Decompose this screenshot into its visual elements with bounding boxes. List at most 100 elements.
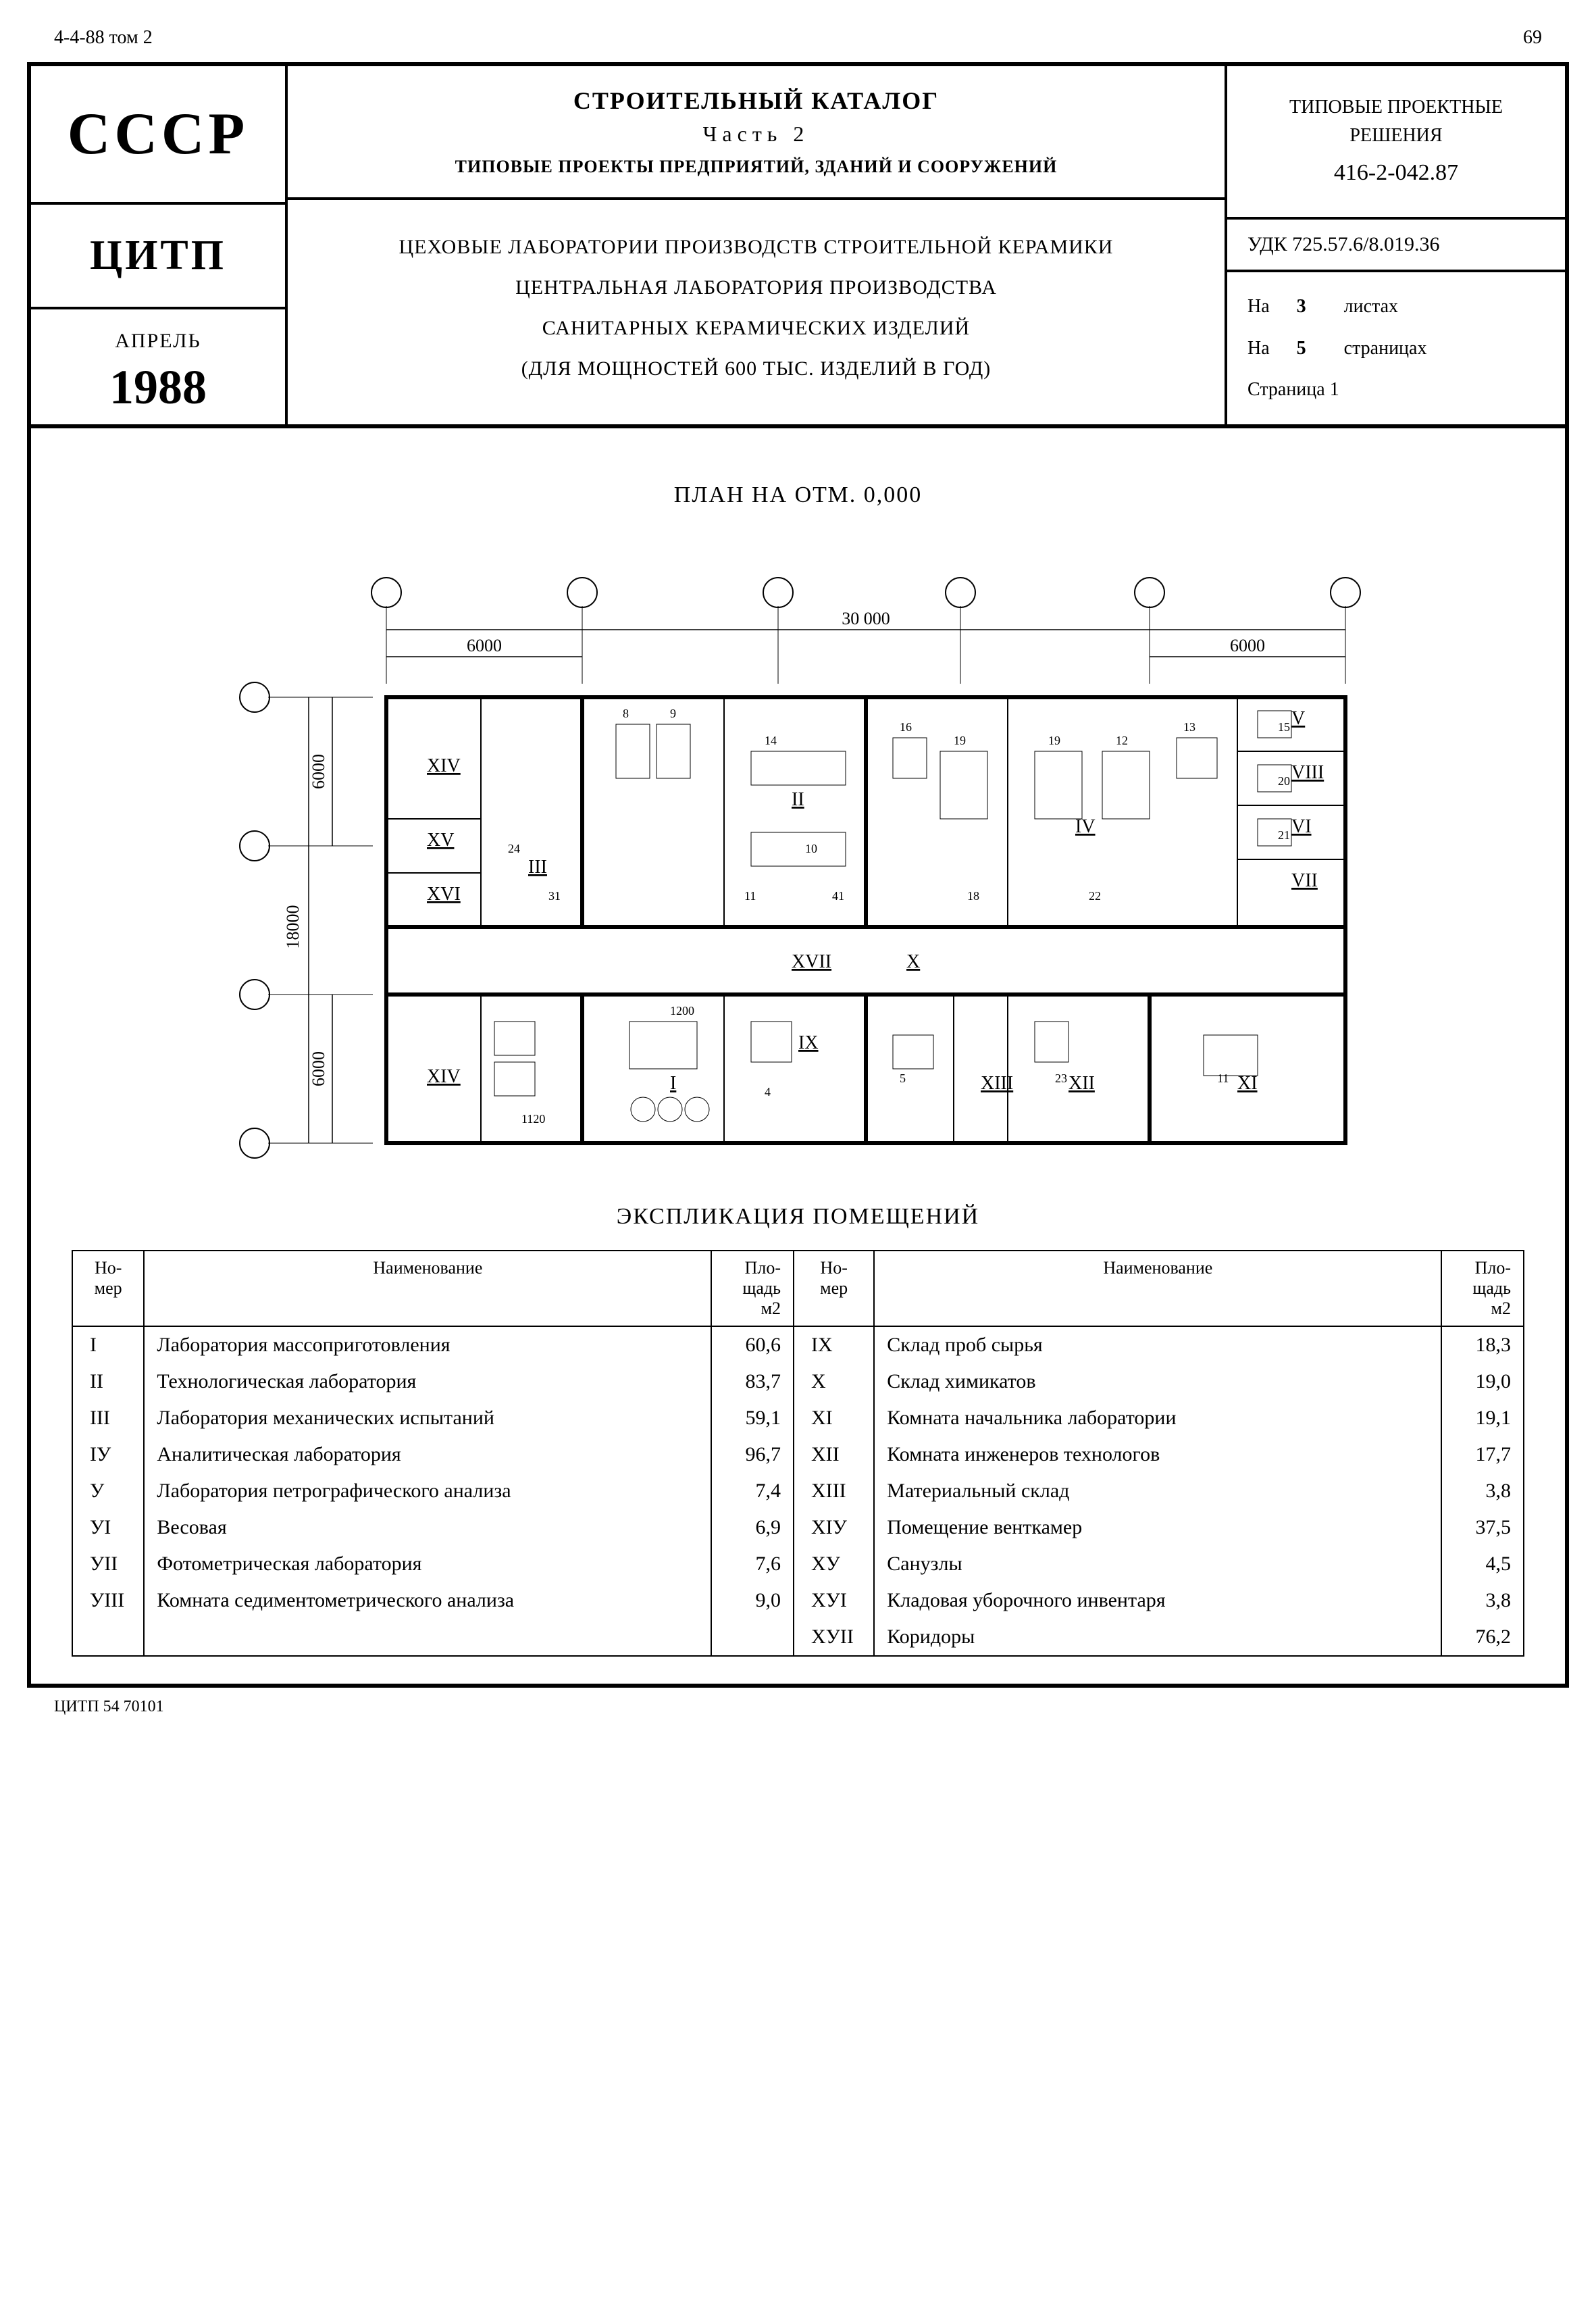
table-row: УIВесовая6,9XIУПомещение венткамер37,5 [72, 1509, 1524, 1546]
cell-num: УI [72, 1509, 144, 1546]
svg-text:Г: Г [249, 688, 259, 707]
row-axes: ГВБА [240, 682, 373, 1158]
cell-area: 60,6 [711, 1326, 794, 1363]
sheets-label: На [1247, 286, 1270, 328]
svg-text:14: 14 [765, 734, 777, 747]
svg-text:VII: VII [1291, 870, 1318, 891]
svg-text:I: I [670, 1073, 676, 1094]
sheets-row: На 3 листах [1247, 286, 1545, 328]
th-num-1: Но- мер [72, 1251, 144, 1326]
svg-text:13: 13 [1183, 720, 1195, 734]
cell-num: ХУ [794, 1546, 874, 1582]
svg-text:VI: VI [1291, 816, 1312, 837]
svg-text:8: 8 [623, 707, 629, 720]
svg-text:12: 12 [1116, 734, 1128, 747]
drawing-area: ПЛАН НА ОТМ. 0,000 123456 ГВБА 30 000 [31, 428, 1565, 1684]
cell-area: 6,9 [711, 1509, 794, 1546]
svg-text:30 000: 30 000 [842, 609, 890, 628]
cell-area: 4,5 [1441, 1546, 1524, 1582]
svg-text:4: 4 [956, 583, 964, 603]
cell-num: ХУII [794, 1619, 874, 1656]
desc-line-4: (ДЛЯ МОЩНОСТЕЙ 600 ТЫС. ИЗДЕЛИЙ В ГОД) [315, 349, 1198, 389]
country-label: СССР [31, 66, 285, 205]
cell-num [72, 1619, 144, 1656]
cell-num: XI [794, 1400, 874, 1436]
date-block: АПРЕЛЬ 1988 [31, 309, 285, 422]
cell-name: Фотометрическая лаборатория [144, 1546, 711, 1582]
header-page-num: 69 [1523, 27, 1542, 49]
svg-text:20: 20 [1278, 774, 1290, 788]
column-axes: 123456 [371, 578, 1360, 684]
cell-area: 18,3 [1441, 1326, 1524, 1363]
cell-name: Помещение венткамер [874, 1509, 1441, 1546]
document-frame: СССР ЦИТП АПРЕЛЬ 1988 СТРОИТЕЛЬНЫЙ КАТАЛ… [27, 62, 1569, 1688]
table-row: IУАналитическая лаборатория96,7XIIКомнат… [72, 1436, 1524, 1473]
header-left: 4-4-88 том 2 [54, 27, 153, 49]
cell-num: IX [794, 1326, 874, 1363]
svg-text:IV: IV [1075, 816, 1096, 837]
svg-text:III: III [528, 857, 547, 878]
svg-text:11: 11 [1217, 1072, 1229, 1085]
svg-text:IX: IX [798, 1032, 819, 1053]
cell-name: Весовая [144, 1509, 711, 1546]
cell-area: 7,6 [711, 1546, 794, 1582]
pages-unit: страницах [1344, 328, 1427, 370]
org-label: ЦИТП [31, 205, 285, 309]
catalog-title: СТРОИТЕЛЬНЫЙ КАТАЛОГ [315, 86, 1198, 115]
pages-num: 5 [1297, 328, 1317, 370]
cell-area: 9,0 [711, 1582, 794, 1619]
svg-text:9: 9 [670, 707, 676, 720]
svg-text:19: 19 [1048, 734, 1060, 747]
cell-area: 96,7 [711, 1436, 794, 1473]
cell-name: Лаборатория массоприготовления [144, 1326, 711, 1363]
cell-area: 83,7 [711, 1363, 794, 1400]
explication-body: IЛаборатория массоприготовления60,6IXСкл… [72, 1326, 1524, 1656]
cell-num: УII [72, 1546, 144, 1582]
svg-text:2: 2 [577, 583, 586, 603]
cell-area: 3,8 [1441, 1473, 1524, 1509]
pagination-block: На 3 листах На 5 страницах Страница 1 [1227, 272, 1565, 424]
cell-area: 76,2 [1441, 1619, 1524, 1656]
svg-text:V: V [1291, 708, 1305, 729]
cell-num: IУ [72, 1436, 144, 1473]
type-label: ТИПОВЫЕ ПРОЕКТНЫЕ РЕШЕНИЯ [1241, 93, 1551, 150]
type-block: ТИПОВЫЕ ПРОЕКТНЫЕ РЕШЕНИЯ 416-2-042.87 [1227, 66, 1565, 220]
cell-name: Комната седиментометрического анализа [144, 1582, 711, 1619]
cell-num: X [794, 1363, 874, 1400]
th-area-2: Пло- щадь м2 [1441, 1251, 1524, 1326]
table-header-row: Но- мер Наименование Пло- щадь м2 Но- ме… [72, 1251, 1524, 1326]
catalog-subtitle: ТИПОВЫЕ ПРОЕКТЫ ПРЕДПРИЯТИЙ, ЗДАНИЙ И СО… [315, 157, 1198, 177]
title-center-column: СТРОИТЕЛЬНЫЙ КАТАЛОГ Часть 2 ТИПОВЫЕ ПРО… [288, 66, 1227, 424]
desc-line-2: ЦЕНТРАЛЬНАЯ ЛАБОРАТОРИЯ ПРОИЗВОДСТВА [315, 268, 1198, 308]
table-row: IIТехнологическая лаборатория83,7XСклад … [72, 1363, 1524, 1400]
sheets-unit: листах [1344, 286, 1398, 328]
svg-text:6000: 6000 [309, 754, 328, 789]
cell-area [711, 1619, 794, 1656]
cell-name [144, 1619, 711, 1656]
svg-text:3: 3 [773, 583, 782, 603]
pages-label: На [1247, 328, 1270, 370]
cell-area: 19,0 [1441, 1363, 1524, 1400]
pages-row: На 5 страницах [1247, 328, 1545, 370]
table-row: УIIIКомната седиментометрического анализ… [72, 1582, 1524, 1619]
svg-text:4: 4 [765, 1085, 771, 1099]
cell-name: Кладовая уборочного инвентаря [874, 1582, 1441, 1619]
cell-name: Санузлы [874, 1546, 1441, 1582]
cell-num: XII [794, 1436, 874, 1473]
svg-text:5: 5 [1145, 583, 1154, 603]
svg-text:10: 10 [805, 842, 817, 855]
footer-code: ЦИТП 54 70101 [27, 1688, 1569, 1716]
svg-text:16: 16 [900, 720, 912, 734]
th-name-1: Наименование [144, 1251, 711, 1326]
th-name-2: Наименование [874, 1251, 1441, 1326]
sheets-num: 3 [1297, 286, 1317, 328]
svg-text:XIII: XIII [981, 1073, 1013, 1094]
svg-text:XVII: XVII [792, 951, 831, 972]
cell-num: I [72, 1326, 144, 1363]
svg-text:X: X [906, 951, 920, 972]
svg-text:XV: XV [427, 830, 454, 851]
cell-num: У [72, 1473, 144, 1509]
cell-name: Аналитическая лаборатория [144, 1436, 711, 1473]
svg-text:XVI: XVI [427, 884, 461, 905]
svg-text:11: 11 [744, 889, 756, 903]
